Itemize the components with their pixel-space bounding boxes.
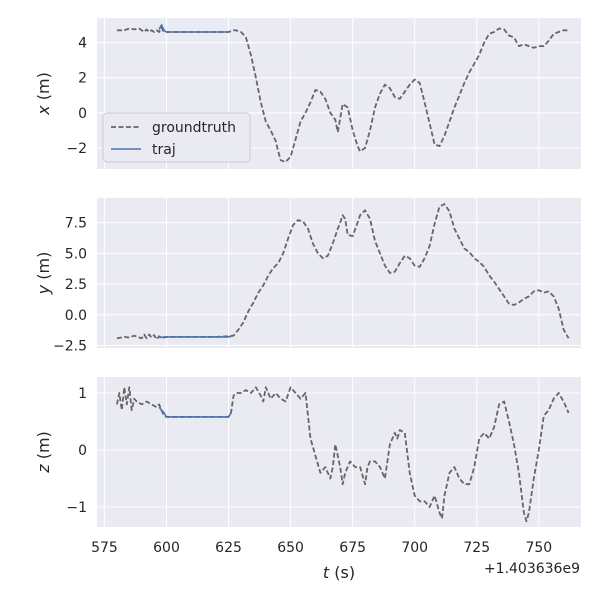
y-tick-label: 0 <box>78 106 87 122</box>
subplot-x: −2 0 2 4 x (m) groundtruth traj <box>34 18 581 169</box>
x-tick-label: 675 <box>339 540 366 556</box>
legend: groundtruth traj <box>102 112 251 163</box>
y-tick-label: 0.0 <box>65 308 87 324</box>
y-tick-label: −2 <box>66 141 87 157</box>
x-tick-label: 700 <box>401 540 428 556</box>
x-tick-label: 750 <box>525 540 552 556</box>
plot-area <box>97 377 581 527</box>
x-tick-label: 575 <box>91 540 118 556</box>
series-line-groundtruth <box>116 26 569 163</box>
x-tick-label: 600 <box>153 540 180 556</box>
x-axis-offset-text: +1.403636e9 <box>484 561 580 577</box>
y-axis-label: z (m) <box>34 431 53 474</box>
y-tick-label: 7.5 <box>65 216 87 232</box>
y-tick-label: 4 <box>78 36 87 52</box>
x-tick-label: 650 <box>277 540 304 556</box>
series-line-traj <box>158 335 232 339</box>
subplot-y: −2.5 0.0 2.5 5.0 7.5 y (m) <box>34 198 581 355</box>
x-axis-label: t (s) <box>323 563 355 582</box>
y-tick-label: 1 <box>78 386 87 402</box>
y-tick-label: −1 <box>66 500 87 516</box>
x-tick-label: 725 <box>463 540 490 556</box>
subplot-z: −1 0 1 575 600 625 650 675 700 725 750 z (m) <box>34 377 581 556</box>
y-tick-label: −2.5 <box>53 339 87 355</box>
y-axis-label: y (m) <box>34 252 53 296</box>
plot-area <box>97 198 581 348</box>
y-axis-label: x (m) <box>34 72 53 116</box>
series-line-traj <box>158 24 232 33</box>
y-tick-label: 2.5 <box>65 277 87 293</box>
series-line-traj <box>158 406 232 418</box>
legend-label-traj: traj <box>152 142 176 158</box>
x-tick-label: 625 <box>215 540 242 556</box>
y-tick-label: 0 <box>78 443 87 459</box>
y-tick-label: 2 <box>78 71 87 87</box>
legend-label-groundtruth: groundtruth <box>152 120 236 136</box>
y-tick-label: 5.0 <box>65 246 87 262</box>
